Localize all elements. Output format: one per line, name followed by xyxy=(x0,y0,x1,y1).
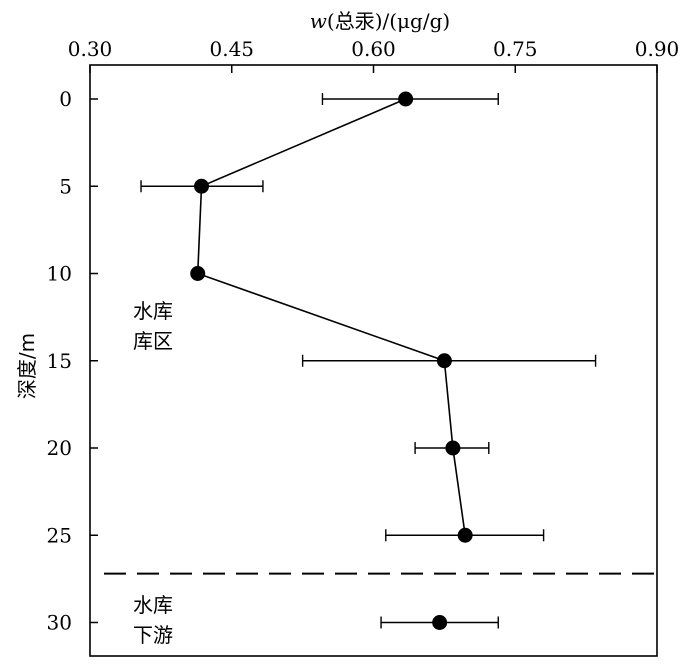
y-tick-label: 5 xyxy=(59,174,72,198)
x-axis-ticks: 0.30 0.45 0.60 0.75 0.90 xyxy=(68,37,680,73)
data-point xyxy=(457,527,473,543)
y-tick-label: 0 xyxy=(59,87,72,111)
series-1 xyxy=(380,615,499,630)
y-tick-label: 10 xyxy=(47,262,72,286)
y-axis-ticks: 0 5 10 15 20 25 30 xyxy=(47,87,98,635)
data-point xyxy=(190,266,206,281)
data-point xyxy=(398,91,414,107)
annotation-reservoir-downstream-line2: 下游 xyxy=(133,623,173,647)
x-tick-label: 0.90 xyxy=(635,37,680,61)
x-axis-label-var: w xyxy=(310,9,327,33)
data-point xyxy=(436,353,452,369)
x-tick-label: 0.45 xyxy=(209,37,254,61)
y-tick-label: 30 xyxy=(47,611,72,635)
series-0 xyxy=(140,91,597,543)
annotation-reservoir-area-line2: 库区 xyxy=(133,329,173,353)
y-tick-label: 20 xyxy=(47,436,72,460)
annotation-reservoir-downstream: 水库 下游 xyxy=(133,593,179,647)
y-axis-label: 深度/m xyxy=(15,333,39,399)
x-axis-label-rest: (总汞)/(μg/g) xyxy=(327,9,450,33)
y-tick-label: 25 xyxy=(47,523,72,547)
data-point xyxy=(194,178,210,194)
data-series xyxy=(140,91,597,630)
data-point xyxy=(445,440,461,456)
annotation-reservoir-area-line1: 水库 xyxy=(133,299,173,323)
series-line xyxy=(196,98,466,536)
annotation-reservoir-area: 水库 库区 xyxy=(133,299,179,353)
data-point xyxy=(432,615,448,630)
x-tick-label: 0.30 xyxy=(68,37,113,61)
x-tick-label: 0.75 xyxy=(493,37,538,61)
x-tick-label: 0.60 xyxy=(351,37,396,61)
y-tick-label: 15 xyxy=(47,349,72,373)
x-axis-label: w(总汞)/(μg/g) xyxy=(310,9,450,33)
annotation-reservoir-downstream-line1: 水库 xyxy=(133,593,173,617)
